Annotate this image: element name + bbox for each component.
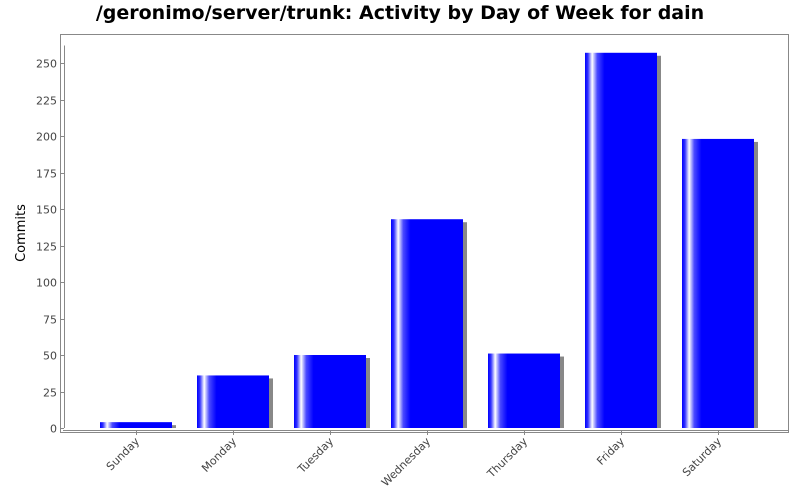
x-axis: Sunday Monday Tuesday Wednesday Thursday Frid… [63, 430, 788, 489]
y-tick-label: 150 [36, 204, 57, 217]
x-tick-label: Thursday [484, 435, 530, 481]
y-tick-label: 25 [43, 387, 57, 400]
chart-title: /geronimo/server/trunk: Activity by Day … [95, 2, 705, 24]
bar-thursday [488, 353, 560, 428]
bar-monday [197, 375, 269, 428]
y-axis: 0 25 50 75 100 125 150 175 200 225 250 [36, 45, 65, 436]
bar-tuesday [294, 355, 366, 428]
plot-frame [60, 34, 789, 433]
x-tick-label: Friday [594, 435, 627, 468]
x-tick-label: Monday [199, 435, 239, 475]
x-tick-label: Sunday [104, 435, 143, 474]
y-tick-label: 125 [36, 241, 57, 254]
y-tick-label: 100 [36, 277, 57, 290]
bar-friday [585, 52, 657, 428]
y-tick-label: 225 [36, 95, 57, 108]
y-tick-label: 250 [36, 58, 57, 71]
bar-wednesday [391, 219, 463, 428]
y-tick-label: 175 [36, 168, 57, 181]
bars [100, 52, 758, 429]
y-tick-label: 50 [43, 350, 57, 363]
x-tick-label: Wednesday [379, 435, 434, 490]
y-tick-label: 75 [43, 314, 57, 327]
y-tick-label: 0 [50, 423, 57, 436]
y-tick-label: 200 [36, 131, 57, 144]
bar-saturday [682, 138, 754, 429]
x-tick-label: Tuesday [295, 435, 337, 477]
x-tick-label: Saturday [680, 435, 725, 480]
y-axis-title: Commits [14, 204, 29, 262]
bar-sunday [100, 422, 172, 428]
